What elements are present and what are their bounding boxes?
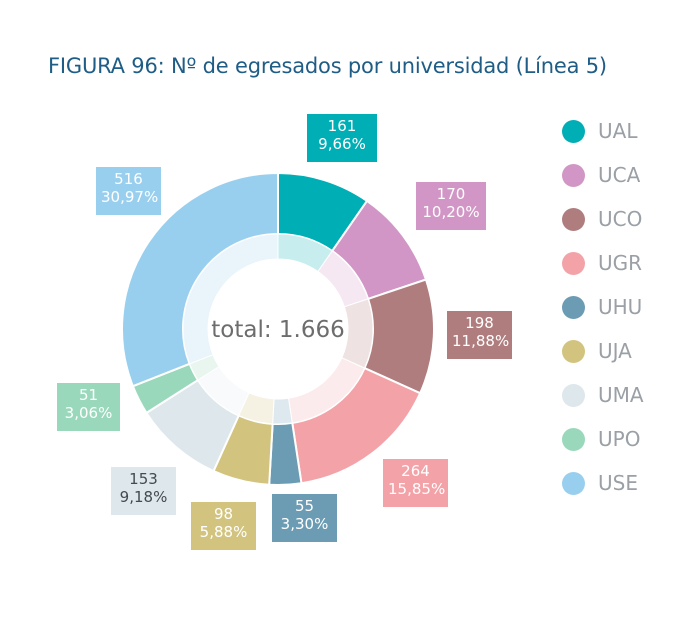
data-label-value: 51	[78, 386, 99, 404]
data-label-value: 98	[213, 505, 234, 523]
data-label-uma: 153 9,18%	[111, 467, 176, 515]
legend-label: UPO	[598, 427, 641, 451]
legend-item-uca: UCA	[562, 153, 644, 197]
data-label-ugr: 264 15,85%	[383, 459, 448, 507]
donut-hole	[208, 259, 348, 399]
legend-swatch	[562, 427, 585, 451]
data-label-upo: 51 3,06%	[57, 383, 120, 431]
legend-label: UCO	[598, 207, 643, 231]
legend-label: UHU	[598, 295, 643, 319]
legend-label: UCA	[598, 163, 641, 187]
legend-swatch	[562, 163, 585, 187]
data-label-percent: 11,88%	[452, 332, 510, 350]
legend-swatch	[562, 295, 585, 319]
legend-item-ugr: UGR	[562, 241, 644, 285]
legend-label: UJA	[598, 339, 632, 363]
data-label-percent: 3,30%	[280, 515, 329, 533]
data-label-value: 516	[114, 170, 143, 188]
legend-swatch	[562, 471, 585, 495]
legend-item-ual: UAL	[562, 109, 644, 153]
chart-title: FIGURA 96: Nº de egresados por universid…	[48, 54, 607, 78]
data-label-value: 55	[294, 497, 315, 515]
data-label-value: 161	[327, 117, 357, 135]
data-label-uco: 198 11,88%	[447, 311, 512, 359]
legend-swatch	[562, 207, 585, 231]
data-label-percent: 30,97%	[101, 188, 159, 206]
data-label-ual: 161 9,66%	[307, 114, 377, 162]
data-label-uca: 170 10,20%	[416, 182, 486, 230]
center-total-label: total: 1.666	[211, 317, 345, 343]
legend-item-uco: UCO	[562, 197, 644, 241]
data-label-value: 153	[129, 470, 158, 488]
legend-item-upo: UPO	[562, 417, 644, 461]
data-label-percent: 5,88%	[199, 523, 248, 541]
legend-label: UMA	[598, 383, 644, 407]
legend-item-uma: UMA	[562, 373, 644, 417]
legend-label: USE	[598, 471, 638, 495]
data-label-value: 170	[436, 185, 466, 203]
legend-item-uja: UJA	[562, 329, 644, 373]
legend-item-uhu: UHU	[562, 285, 644, 329]
data-label-value: 264	[401, 462, 430, 480]
legend-label: UGR	[598, 251, 643, 275]
legend-label: UAL	[598, 119, 638, 143]
data-label-uhu: 55 3,30%	[272, 494, 337, 542]
data-label-percent: 10,20%	[422, 203, 480, 221]
legend-swatch	[562, 383, 585, 407]
slice-inner-uhu	[272, 397, 293, 425]
data-label-use: 516 30,97%	[96, 167, 161, 215]
data-label-value: 198	[465, 314, 494, 332]
legend-item-use: USE	[562, 461, 644, 505]
legend-swatch	[562, 119, 585, 143]
legend-swatch	[562, 251, 585, 275]
data-label-percent: 9,18%	[119, 488, 168, 506]
data-label-uja: 98 5,88%	[191, 502, 256, 550]
data-label-percent: 9,66%	[318, 135, 366, 153]
data-label-percent: 3,06%	[64, 404, 113, 422]
legend-swatch	[562, 339, 585, 363]
data-label-percent: 15,85%	[388, 480, 446, 498]
legend: UAL UCA UCO UGR UHU UJA UMA UPO USE	[562, 109, 644, 505]
